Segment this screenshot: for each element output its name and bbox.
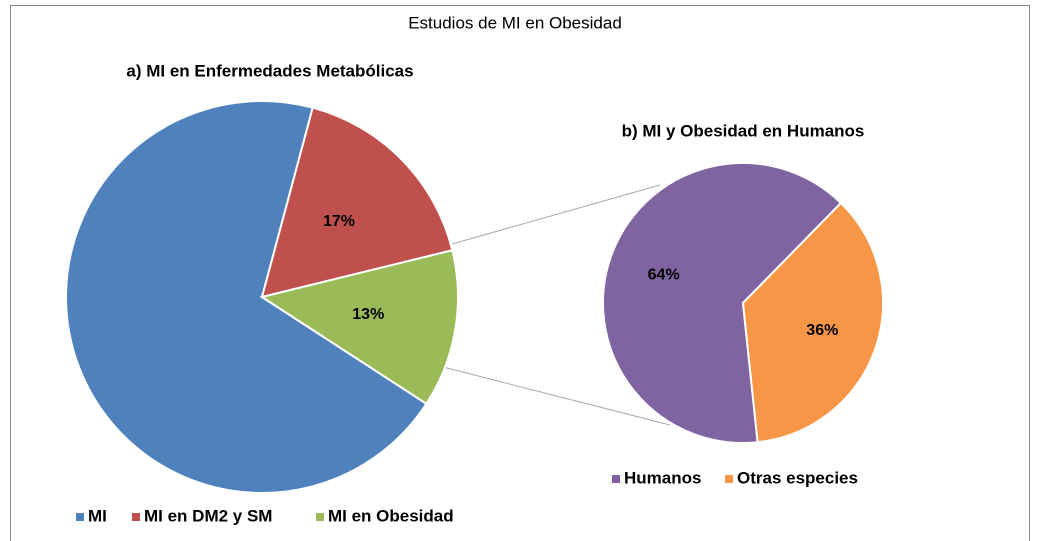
legend-swatch (132, 513, 140, 521)
legend-swatch (76, 513, 84, 521)
legend-label: MI (88, 506, 107, 525)
pie-slice (602, 162, 843, 444)
legend-label: MI en Obesidad (328, 506, 454, 525)
data-label: 13% (352, 306, 384, 323)
data-label: 64% (648, 267, 680, 284)
data-label: 17% (323, 213, 355, 230)
legend-swatch (316, 513, 324, 521)
legend-label: Humanos (624, 468, 701, 487)
legend-swatch (725, 475, 733, 483)
legend-label: MI en DM2 y SM (144, 506, 272, 525)
data-label: 36% (806, 322, 838, 339)
pie-slice (65, 100, 428, 494)
legend-swatch (612, 475, 620, 483)
pie-slice (741, 201, 884, 444)
pie-slice (260, 106, 454, 299)
pie-slice (259, 249, 459, 406)
legend-label: Otras especies (737, 468, 858, 487)
chart-subtitle: a) MI en Enfermedades Metabólicas (126, 61, 413, 80)
chart-title: Estudios de MI en Obesidad (408, 13, 622, 32)
connector-line (442, 366, 671, 426)
connector-line (451, 184, 661, 245)
chart-subtitle: b) MI y Obesidad en Humanos (622, 121, 865, 140)
